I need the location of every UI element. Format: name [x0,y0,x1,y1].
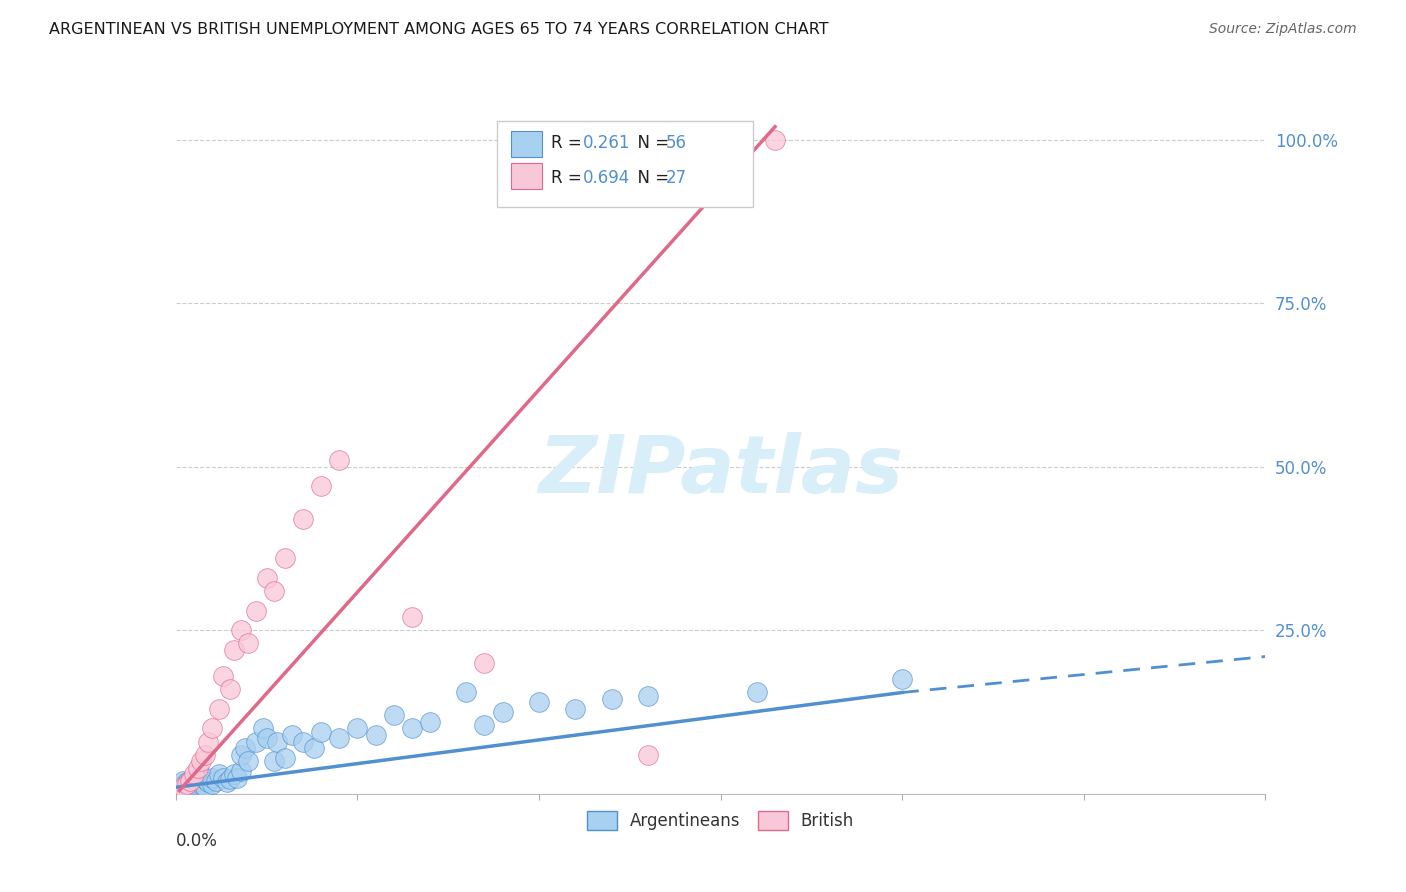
Text: ZIPatlas: ZIPatlas [538,432,903,510]
Point [226,771,249,785]
Text: R =: R = [551,169,586,186]
Point [238,636,260,650]
Point [176,779,198,793]
Point [891,673,914,687]
Point [197,734,219,748]
Point [186,773,209,788]
Text: 0.0%: 0.0% [176,831,218,850]
Point [176,775,198,789]
Point [179,780,201,795]
Point [212,669,235,683]
Point [256,731,278,746]
Text: 0.261: 0.261 [583,135,631,153]
Point [204,773,226,788]
Text: 56: 56 [666,135,688,153]
Point [291,512,314,526]
Point [172,777,194,791]
Legend: Argentineans, British: Argentineans, British [581,805,860,837]
Point [291,734,314,748]
Point [201,722,224,736]
Point [346,722,368,736]
FancyBboxPatch shape [498,120,754,207]
Point [233,741,256,756]
Point [194,780,217,795]
Point [419,714,441,729]
Point [231,624,253,638]
Point [231,764,253,778]
Point [172,780,194,795]
Point [745,685,768,699]
Point [266,734,288,748]
Point [183,767,205,781]
Point [176,777,198,791]
Text: Source: ZipAtlas.com: Source: ZipAtlas.com [1209,22,1357,37]
Point [274,751,297,765]
Point [328,453,350,467]
Point [183,781,205,796]
Point [456,685,478,699]
Text: ARGENTINEAN VS BRITISH UNEMPLOYMENT AMONG AGES 65 TO 74 YEARS CORRELATION CHART: ARGENTINEAN VS BRITISH UNEMPLOYMENT AMON… [49,22,828,37]
Point [245,734,267,748]
Point [201,777,224,791]
Point [492,705,515,719]
Point [274,551,297,566]
Point [219,682,242,697]
Point [238,754,260,768]
Point [763,133,786,147]
Point [208,767,231,781]
Point [194,747,217,762]
Point [183,777,205,791]
Point [328,731,350,746]
Point [600,692,623,706]
Point [179,773,201,788]
Text: N =: N = [627,135,675,153]
Point [219,772,242,787]
Point [474,656,496,670]
Point [302,741,325,756]
Point [252,722,274,736]
Point [281,728,304,742]
Point [197,775,219,789]
FancyBboxPatch shape [512,163,541,189]
Point [309,724,332,739]
Point [401,722,423,736]
Point [169,783,191,797]
Point [382,708,405,723]
FancyBboxPatch shape [512,131,541,157]
Text: 0.694: 0.694 [583,169,630,186]
Point [263,584,285,599]
Point [172,781,194,796]
Point [190,754,212,768]
Point [176,783,198,797]
Point [309,479,332,493]
Text: 27: 27 [666,169,688,186]
Point [474,718,496,732]
Point [169,783,191,797]
Text: N =: N = [627,169,675,186]
Point [190,777,212,791]
Point [194,772,217,787]
Point [179,773,201,788]
Point [201,771,224,785]
Point [215,775,238,789]
Text: R =: R = [551,135,586,153]
Point [637,747,659,762]
Point [222,767,245,781]
Point [172,773,194,788]
Point [245,604,267,618]
Point [212,771,235,785]
Point [222,643,245,657]
Point [231,747,253,762]
Point [208,702,231,716]
Point [401,610,423,624]
Point [169,780,191,795]
Point [186,771,209,785]
Point [256,571,278,585]
Point [564,702,586,716]
Point [186,761,209,775]
Point [263,754,285,768]
Point [364,728,387,742]
Point [637,689,659,703]
Point [527,695,550,709]
